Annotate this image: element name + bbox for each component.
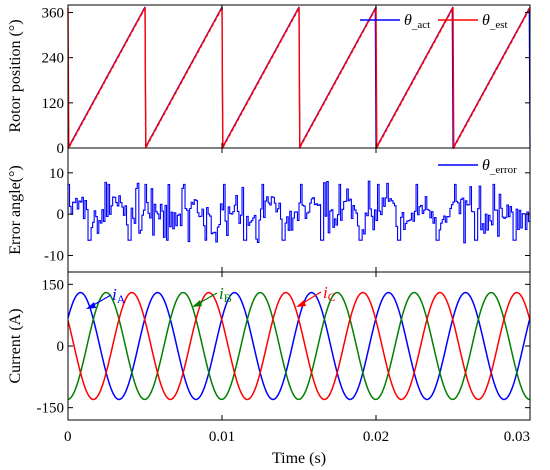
x-tick-label: 0.02 bbox=[363, 429, 389, 445]
y-tick-label: 150 bbox=[42, 277, 65, 293]
y-tick-label: 120 bbox=[42, 96, 65, 112]
current-panel: -150 0 150 0 0.01 0.02 0.03 Current (A) iA iB… bbox=[7, 5, 531, 467]
y-tick-label: 10 bbox=[49, 166, 64, 182]
annotation-iB: iB bbox=[192, 284, 232, 307]
legend-error-label: θ_error bbox=[482, 157, 517, 176]
annotation-iA-arrowhead bbox=[86, 302, 96, 309]
annotation-iA-label: iA bbox=[112, 285, 126, 306]
x-tick-label: 0 bbox=[64, 429, 72, 445]
series-theta-error bbox=[67, 180, 531, 244]
y-tick-label: 0 bbox=[57, 141, 65, 157]
legend-act-label: θ_act bbox=[404, 12, 430, 31]
x-tick-label: 0.01 bbox=[209, 429, 235, 445]
y-tick-label: 0 bbox=[57, 339, 65, 355]
y-tick-label: -150 bbox=[37, 401, 65, 417]
annotation-iC: iC bbox=[296, 283, 336, 307]
series-iB bbox=[67, 291, 531, 401]
rotor-position-legend: θ_act θ_est bbox=[360, 12, 508, 31]
error-angle-panel: -10 0 10 Error angle(°) θ_error bbox=[7, 147, 531, 273]
series-iC bbox=[67, 291, 531, 401]
annotation-iA: iA bbox=[86, 285, 126, 309]
series-theta-est bbox=[67, 6, 531, 150]
y-tick-label: 240 bbox=[42, 51, 65, 67]
y-tick-label: -10 bbox=[44, 248, 64, 264]
current-ylabel: Current (A) bbox=[7, 308, 24, 383]
y-tick-label: 360 bbox=[42, 6, 65, 22]
rotor-position-panel: 0 120 240 360 Rotor position (°) θ_act θ_es… bbox=[7, 4, 531, 157]
annotation-iB-arrowhead bbox=[192, 300, 202, 307]
annotation-iB-label: iB bbox=[219, 284, 232, 305]
error-angle-ylabel: Error angle(°) bbox=[7, 165, 24, 254]
legend-est-label: θ_est bbox=[482, 12, 508, 31]
annotation-iC-arrowhead bbox=[296, 300, 306, 307]
y-tick-label: 0 bbox=[57, 207, 65, 223]
error-angle-legend: θ_error bbox=[438, 157, 517, 176]
series-iA bbox=[67, 291, 531, 401]
annotation-iC-label: iC bbox=[323, 283, 336, 304]
rotor-position-ylabel: Rotor position (°) bbox=[7, 19, 24, 132]
current-frame bbox=[67, 271, 531, 421]
x-tick-label: 0.03 bbox=[504, 429, 530, 445]
x-axis-label: Time (s) bbox=[272, 450, 326, 467]
